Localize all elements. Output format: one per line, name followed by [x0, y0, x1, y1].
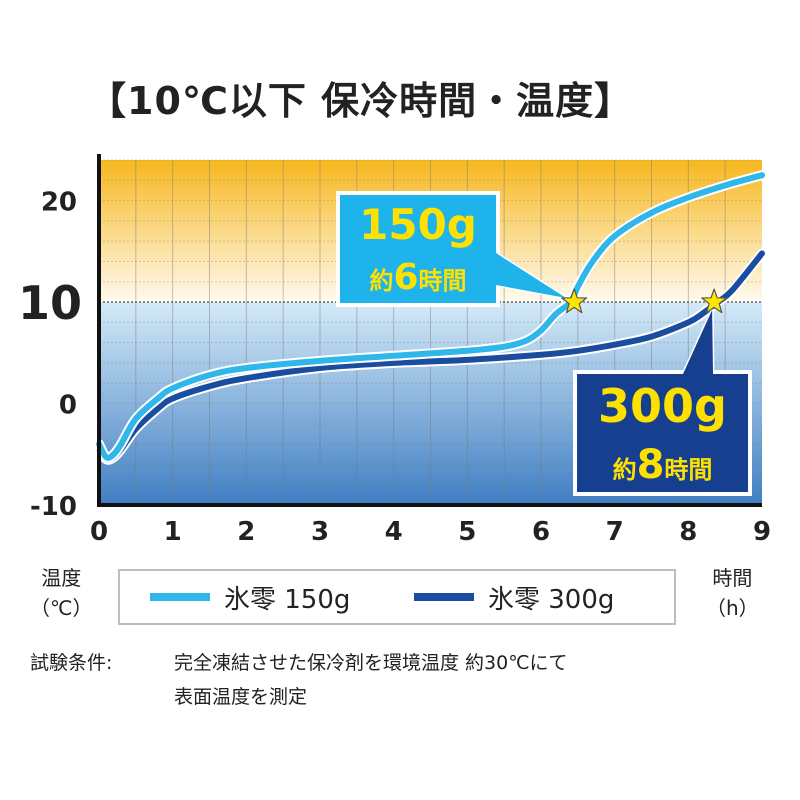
x-axis-label: 時間 （h）	[706, 563, 759, 623]
x-tick-label: 5	[458, 517, 476, 547]
y-tick-label: 10	[18, 276, 82, 330]
legend-item-300g: 氷零 300g	[414, 582, 614, 615]
y-axis-label: 温度 （℃）	[30, 563, 92, 623]
legend: 氷零 150g 氷零 300g	[118, 569, 676, 625]
callout-weight-1: 300g	[598, 379, 727, 433]
chart-title: 【10℃以下 保冷時間・温度】	[88, 79, 634, 123]
x-tick-label: 1	[164, 517, 182, 547]
x-tick-label: 7	[606, 517, 624, 547]
x-tick-label: 3	[311, 517, 329, 547]
x-tick-label: 9	[753, 517, 771, 547]
x-tick-label: 2	[237, 517, 255, 547]
legend-swatch-300g	[414, 593, 474, 601]
callout-weight-0: 150g	[359, 200, 477, 249]
test-conditions: 試験条件: 完全凍結させた保冷剤を環境温度 約30℃にて 表面温度を測定	[30, 646, 568, 714]
callout-box-0	[336, 191, 500, 307]
x-tick-label: 4	[385, 517, 403, 547]
legend-label-150g: 氷零 150g	[224, 584, 351, 615]
legend-label-300g: 氷零 300g	[488, 584, 615, 615]
y-tick-label: 0	[59, 391, 77, 421]
callout-box-1	[573, 370, 752, 496]
series-line-0	[96, 172, 765, 461]
y-tick-label: -10	[30, 492, 77, 522]
x-axis-label-text: 時間 （h）	[706, 566, 759, 620]
x-tick-label: 0	[90, 517, 108, 547]
legend-swatch-150g	[150, 593, 210, 601]
x-tick-label: 6	[532, 517, 550, 547]
x-tick-label: 8	[679, 517, 697, 547]
test-conditions-line1: 完全凍結させた保冷剤を環境温度 約30℃にて	[174, 652, 568, 674]
legend-item-150g: 氷零 150g	[150, 582, 350, 615]
callout-duration-0: 約6時間	[369, 257, 466, 298]
test-conditions-line2: 表面温度を測定	[174, 686, 308, 708]
star-marker-1	[701, 288, 728, 314]
callout-tail-fill-0	[496, 253, 567, 299]
y-axis-label-text: 温度 （℃）	[30, 566, 93, 620]
callout-duration-1: 約8時間	[613, 442, 713, 488]
y-tick-label: 20	[41, 188, 77, 218]
star-marker-0	[561, 288, 588, 314]
callout-tail-fill-1	[683, 310, 713, 374]
test-conditions-label: 試験条件:	[30, 652, 113, 674]
